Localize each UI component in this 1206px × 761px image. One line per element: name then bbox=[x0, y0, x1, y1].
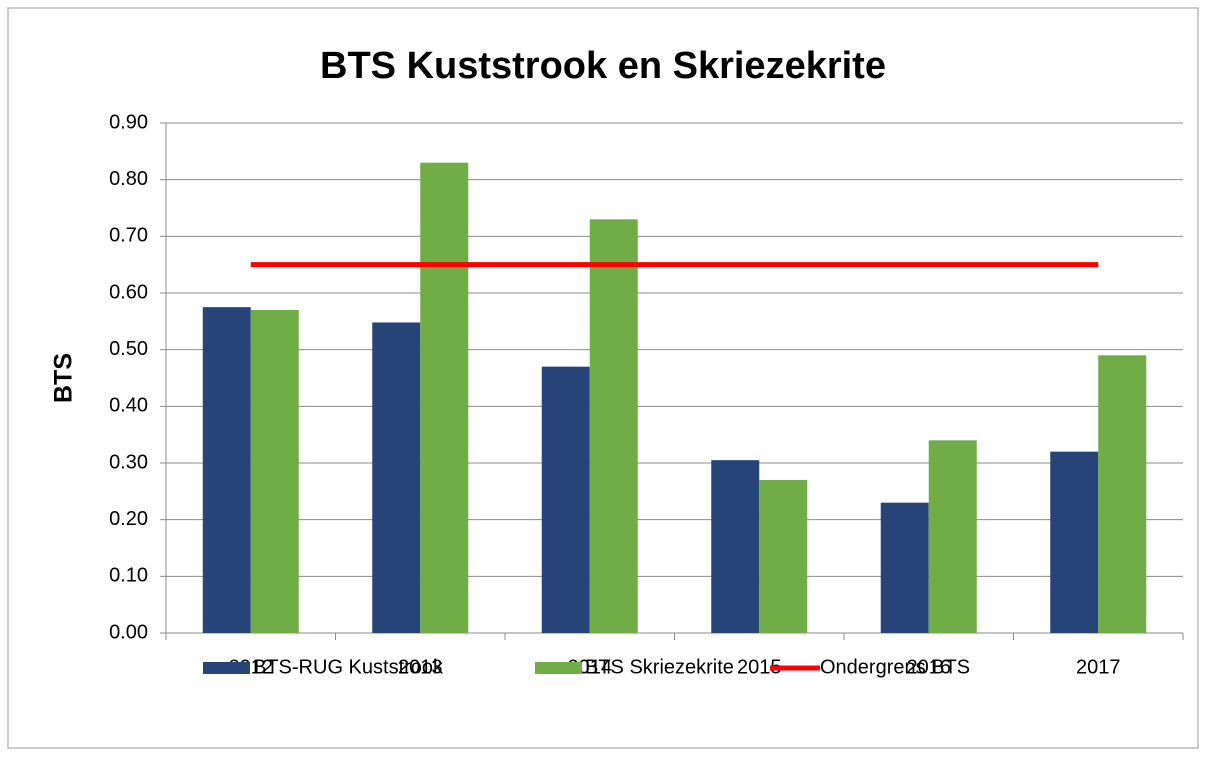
bar bbox=[880, 502, 929, 633]
bar bbox=[420, 162, 469, 633]
y-tick-label: 0.40 bbox=[109, 395, 148, 417]
x-tick-label: 2016 bbox=[907, 656, 952, 678]
y-axis-label: BTS bbox=[50, 353, 78, 403]
y-tick-label: 0.60 bbox=[109, 281, 148, 303]
y-tick-label: 0.80 bbox=[109, 168, 148, 190]
y-tick-label: 0.00 bbox=[109, 621, 148, 643]
legend-swatch bbox=[203, 662, 250, 674]
legend-swatch bbox=[535, 662, 582, 674]
bar bbox=[372, 322, 421, 633]
y-tick-label: 0.70 bbox=[109, 225, 148, 247]
x-tick-label: 2015 bbox=[737, 656, 782, 678]
y-tick-label: 0.20 bbox=[109, 508, 148, 530]
bar bbox=[711, 460, 760, 633]
bar bbox=[541, 366, 590, 633]
bar bbox=[759, 480, 808, 633]
bar bbox=[202, 307, 251, 633]
bar bbox=[589, 219, 638, 634]
chart-title: BTS Kuststrook en Skriezekrite bbox=[320, 45, 886, 87]
legend-label: BTS Skriezekrite bbox=[585, 656, 734, 678]
bar bbox=[1050, 451, 1099, 633]
y-tick-label: 0.90 bbox=[109, 111, 148, 133]
y-tick-label: 0.30 bbox=[109, 451, 148, 473]
bar bbox=[1098, 355, 1147, 633]
y-tick-label: 0.50 bbox=[109, 338, 148, 360]
x-tick-label: 2013 bbox=[398, 656, 443, 678]
legend-label: Ondergrens BTS bbox=[820, 656, 970, 678]
bar bbox=[928, 440, 977, 633]
y-tick-label: 0.10 bbox=[109, 565, 148, 587]
legend-label: BTS-RUG Kuststrook bbox=[253, 656, 444, 678]
x-tick-label: 2017 bbox=[1076, 656, 1121, 678]
bar bbox=[250, 310, 299, 633]
